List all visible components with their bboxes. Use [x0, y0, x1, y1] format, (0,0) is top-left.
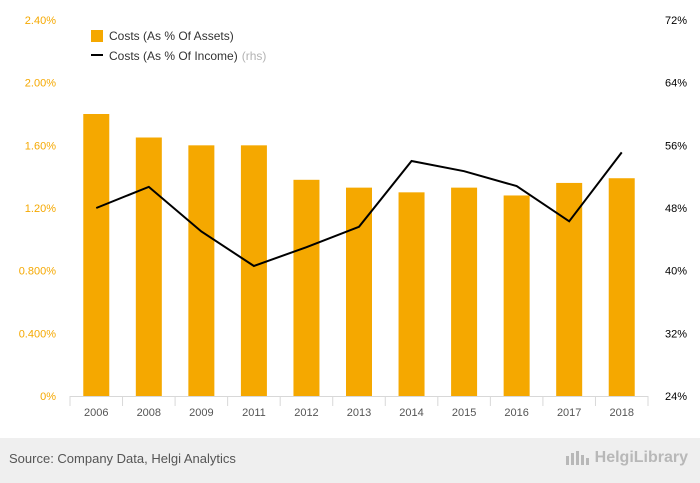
left-tick-label: 2.00%: [25, 78, 56, 90]
bar-2015: [451, 187, 478, 396]
bar-2006: [83, 114, 110, 396]
bar-2012: [293, 179, 320, 396]
x-tick-label: 2008: [137, 407, 161, 419]
x-axis-ticks: [69, 396, 649, 406]
left-tick-label: 1.20%: [25, 203, 56, 215]
combo-chart: 0% 0.400% 0.800% 1.20% 1.60% 2.00% 2.40% 24% 32…: [19, 15, 688, 419]
left-tick-label: 1.60%: [25, 140, 56, 152]
bar-series: [83, 114, 635, 396]
right-tick-label: 64%: [665, 78, 687, 90]
legend-rhs-note: (rhs): [242, 49, 267, 63]
bar-2008: [135, 137, 162, 396]
x-tick-label: 2009: [189, 407, 213, 419]
left-tick-label: 0%: [40, 391, 56, 403]
bar-2017: [556, 182, 583, 396]
bar-2013: [346, 187, 372, 396]
right-tick-label: 24%: [665, 391, 687, 403]
x-tick-label: 2014: [399, 407, 423, 419]
left-tick-label: 0.400%: [19, 328, 57, 340]
brand-name: HelgiLibrary: [594, 449, 688, 466]
x-tick-label: 2012: [294, 407, 318, 419]
bar-2009: [188, 145, 215, 396]
helgi-logo-icon: [565, 451, 589, 465]
right-axis: 24% 32% 40% 48% 56% 64% 72%: [665, 15, 687, 403]
left-tick-label: 0.800%: [19, 266, 57, 278]
x-tick-label: 2013: [347, 407, 371, 419]
right-tick-label: 48%: [665, 203, 687, 215]
x-tick-label: 2011: [242, 407, 266, 419]
right-tick-label: 32%: [665, 328, 687, 340]
legend-label-assets: Costs (As % Of Assets): [109, 29, 234, 43]
bar-2011: [240, 145, 267, 396]
x-axis-labels: 2006 2008 2009 2011 2012 2013 2014 2015 2016 2017…: [84, 407, 634, 419]
bar-2018: [608, 178, 635, 396]
bar-2014: [398, 192, 425, 396]
footer: Source: Company Data, Helgi Analytics He…: [0, 438, 700, 483]
right-tick-label: 72%: [665, 15, 687, 27]
right-tick-label: 56%: [665, 140, 687, 152]
right-tick-label: 40%: [665, 266, 687, 278]
x-tick-label: 2018: [609, 407, 633, 419]
bar-2016: [503, 195, 530, 396]
legend-label-income: Costs (As % Of Income): [109, 49, 238, 63]
legend-swatch-assets: [91, 30, 103, 42]
x-tick-label: 2015: [452, 407, 476, 419]
brand-logo[interactable]: HelgiLibrary: [565, 449, 688, 467]
left-tick-label: 2.40%: [25, 15, 56, 27]
left-axis: 0% 0.400% 0.800% 1.20% 1.60% 2.00% 2.40%: [19, 15, 57, 403]
x-tick-label: 2017: [557, 407, 581, 419]
source-text: Source: Company Data, Helgi Analytics: [9, 451, 236, 466]
line-series: [95, 151, 623, 268]
x-tick-label: 2016: [504, 407, 528, 419]
x-tick-label: 2006: [84, 407, 108, 419]
legend: Costs (As % Of Assets) Costs (As % Of Inc…: [91, 29, 266, 63]
